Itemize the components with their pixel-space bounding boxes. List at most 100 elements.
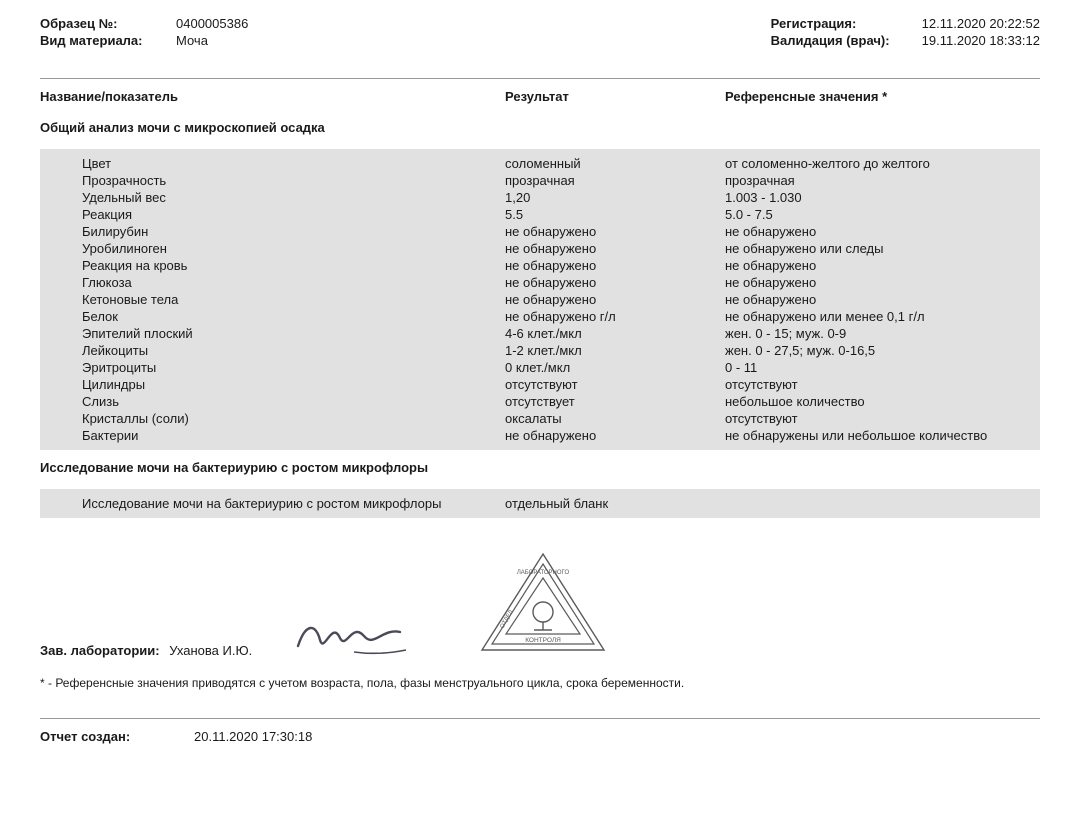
material-row: Вид материала: Моча [40, 33, 248, 48]
stamp-top: ЛАБОРАТОРНОГО [517, 570, 570, 576]
table-row: Глюкозане обнаруженоне обнаружено [40, 274, 1040, 291]
table-row: Бактериине обнаруженоне обнаружены или н… [40, 427, 1040, 444]
report-created-row: Отчет создан: 20.11.2020 17:30:18 [40, 729, 1040, 744]
section-title: Общий анализ мочи с микроскопией осадка [40, 120, 460, 135]
row-name: Слизь [40, 394, 505, 409]
row-result: не обнаружено г/л [505, 309, 725, 324]
table-row: Реакция5.55.0 - 7.5 [40, 206, 1040, 223]
separator [40, 78, 1040, 79]
header-block: Образец №: 0400005386 Вид материала: Моч… [40, 16, 1040, 50]
table-row: Слизьотсутствуетнебольшое количество [40, 393, 1040, 410]
row-result: отсутствуют [505, 377, 725, 392]
row-reference [725, 496, 1040, 511]
sample-row: Образец №: 0400005386 [40, 16, 248, 31]
row-name: Реакция [40, 207, 505, 222]
signature-icon [294, 614, 414, 658]
col-result: Результат [505, 89, 725, 104]
row-reference: отсутствуют [725, 411, 1040, 426]
stamp-bottom: КОНТРОЛЯ [525, 637, 561, 644]
row-reference: не обнаружено или следы [725, 241, 1040, 256]
row-result: 4-6 клет./мкл [505, 326, 725, 341]
col-name: Название/показатель [40, 89, 505, 104]
section-title: Исследование мочи на бактериурию с росто… [40, 460, 460, 475]
sample-no-label: Образец №: [40, 16, 170, 31]
row-result: отсутствует [505, 394, 725, 409]
row-reference: 5.0 - 7.5 [725, 207, 1040, 222]
table-row: Уробилиногенне обнаруженоне обнаружено и… [40, 240, 1040, 257]
report-value: 20.11.2020 17:30:18 [194, 729, 312, 744]
table-row: Цветсоломенныйот соломенно-желтого до же… [40, 155, 1040, 172]
col-reference: Референсные значения * [725, 89, 1040, 104]
row-name: Исследование мочи на бактериурию с росто… [40, 496, 505, 511]
row-result: 0 клет./мкл [505, 360, 725, 375]
row-reference: 0 - 11 [725, 360, 1040, 375]
stamp-icon: ЛАБОРАТОРНОГО ОТДЕЛ КОНТРОЛЯ [478, 550, 608, 658]
table-row: Билирубинне обнаруженоне обнаружено [40, 223, 1040, 240]
registration-row: Регистрация: 12.11.2020 20:22:52 [771, 16, 1040, 31]
row-reference: не обнаружены или небольшое количество [725, 428, 1040, 443]
column-headers: Название/показатель Результат Референсны… [40, 89, 1040, 104]
table-row: Белокне обнаружено г/лне обнаружено или … [40, 308, 1040, 325]
table-row: Кристаллы (соли)оксалатыотсутствуют [40, 410, 1040, 427]
table-row: Прозрачностьпрозрачнаяпрозрачная [40, 172, 1040, 189]
signature-block: Зав. лаборатории: Уханова И.Ю. [40, 643, 252, 658]
row-name: Эпителий плоский [40, 326, 505, 341]
row-result: прозрачная [505, 173, 725, 188]
row-reference: жен. 0 - 27,5; муж. 0-16,5 [725, 343, 1040, 358]
footnote: * - Референсные значения приводятся с уч… [40, 676, 1040, 690]
table-row: Исследование мочи на бактериурию с росто… [40, 495, 1040, 512]
row-name: Цвет [40, 156, 505, 171]
row-reference: 1.003 - 1.030 [725, 190, 1040, 205]
row-name: Кристаллы (соли) [40, 411, 505, 426]
lab-report-page: Образец №: 0400005386 Вид материала: Моч… [0, 0, 1080, 768]
data-block: Цветсоломенныйот соломенно-желтого до же… [40, 149, 1040, 450]
table-row: Удельный вес1,201.003 - 1.030 [40, 189, 1040, 206]
table-row: Эритроциты0 клет./мкл0 - 11 [40, 359, 1040, 376]
row-name: Реакция на кровь [40, 258, 505, 273]
row-name: Цилиндры [40, 377, 505, 392]
table-row: Эпителий плоский4-6 клет./мклжен. 0 - 15… [40, 325, 1040, 342]
validation-label: Валидация (врач): [771, 33, 916, 48]
row-reference: не обнаружено или менее 0,1 г/л [725, 309, 1040, 324]
row-result: не обнаружено [505, 224, 725, 239]
row-result: не обнаружено [505, 292, 725, 307]
row-result: не обнаружено [505, 258, 725, 273]
row-name: Удельный вес [40, 190, 505, 205]
row-name: Глюкоза [40, 275, 505, 290]
row-name: Прозрачность [40, 173, 505, 188]
signature-row: Зав. лаборатории: Уханова И.Ю. ЛАБОРАТОР… [40, 550, 1040, 658]
header-left: Образец №: 0400005386 Вид материала: Моч… [40, 16, 248, 50]
signature-name: Уханова И.Ю. [169, 643, 252, 658]
row-result: 1-2 клет./мкл [505, 343, 725, 358]
validation-value: 19.11.2020 18:33:12 [922, 33, 1040, 48]
row-result: соломенный [505, 156, 725, 171]
report-label: Отчет создан: [40, 729, 170, 744]
row-result: не обнаружено [505, 275, 725, 290]
material-label: Вид материала: [40, 33, 170, 48]
table-row: Цилиндрыотсутствуютотсутствуют [40, 376, 1040, 393]
row-result: 5.5 [505, 207, 725, 222]
signature-label: Зав. лаборатории: [40, 643, 160, 658]
row-name: Кетоновые тела [40, 292, 505, 307]
row-name: Лейкоциты [40, 343, 505, 358]
row-result: отдельный бланк [505, 496, 725, 511]
row-reference: не обнаружено [725, 258, 1040, 273]
sections-host: Общий анализ мочи с микроскопией осадка Ц… [40, 120, 1040, 518]
row-reference: не обнаружено [725, 292, 1040, 307]
sample-no-value: 0400005386 [176, 16, 248, 31]
row-result: не обнаружено [505, 428, 725, 443]
row-reference: отсутствуют [725, 377, 1040, 392]
row-result: оксалаты [505, 411, 725, 426]
row-result: не обнаружено [505, 241, 725, 256]
data-block: Исследование мочи на бактериурию с росто… [40, 489, 1040, 518]
row-name: Белок [40, 309, 505, 324]
row-reference: прозрачная [725, 173, 1040, 188]
registration-value: 12.11.2020 20:22:52 [922, 16, 1040, 31]
row-reference: от соломенно-желтого до желтого [725, 156, 1040, 171]
table-row: Лейкоциты1-2 клет./мклжен. 0 - 27,5; муж… [40, 342, 1040, 359]
row-reference: не обнаружено [725, 275, 1040, 290]
row-reference: жен. 0 - 15; муж. 0-9 [725, 326, 1040, 341]
table-row: Кетоновые телане обнаруженоне обнаружено [40, 291, 1040, 308]
table-row: Реакция на кровьне обнаруженоне обнаруже… [40, 257, 1040, 274]
validation-row: Валидация (врач): 19.11.2020 18:33:12 [771, 33, 1040, 48]
